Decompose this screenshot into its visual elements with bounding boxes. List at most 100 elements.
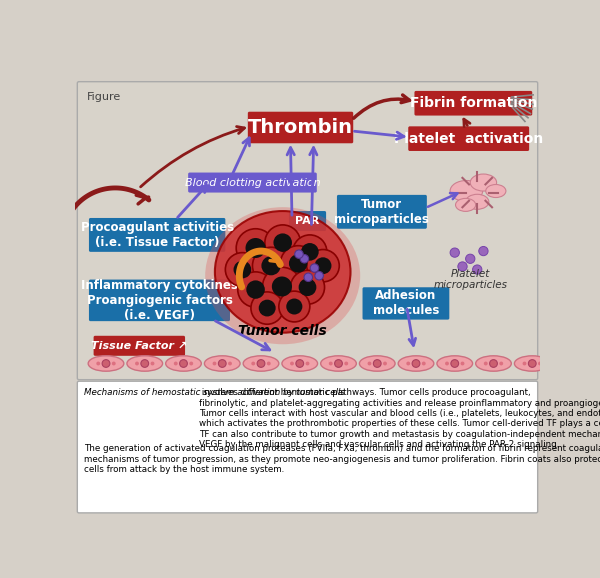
Circle shape xyxy=(112,362,116,365)
Ellipse shape xyxy=(476,356,511,371)
FancyBboxPatch shape xyxy=(337,195,427,229)
Ellipse shape xyxy=(514,356,550,371)
Ellipse shape xyxy=(320,356,356,371)
Circle shape xyxy=(289,254,307,273)
Circle shape xyxy=(245,238,266,258)
Circle shape xyxy=(466,254,475,264)
Circle shape xyxy=(315,272,323,280)
Text: Procoagulant activities
(i.e. Tissue Factor): Procoagulant activities (i.e. Tissue Fac… xyxy=(80,221,234,249)
Circle shape xyxy=(251,362,255,365)
Circle shape xyxy=(290,271,325,304)
Circle shape xyxy=(259,299,275,317)
Circle shape xyxy=(179,360,187,368)
Circle shape xyxy=(274,234,292,252)
Circle shape xyxy=(314,257,331,274)
Circle shape xyxy=(265,225,301,260)
Ellipse shape xyxy=(282,356,317,371)
Circle shape xyxy=(523,362,526,365)
Ellipse shape xyxy=(398,356,434,371)
Ellipse shape xyxy=(466,194,489,209)
Text: Platelet
microparticles: Platelet microparticles xyxy=(433,269,507,290)
Ellipse shape xyxy=(486,184,506,198)
Circle shape xyxy=(262,256,281,275)
Ellipse shape xyxy=(455,198,476,212)
FancyBboxPatch shape xyxy=(362,287,449,320)
Ellipse shape xyxy=(215,211,350,333)
Text: Tissue Factor ↗: Tissue Factor ↗ xyxy=(91,341,187,351)
Circle shape xyxy=(279,291,310,322)
Circle shape xyxy=(383,362,387,365)
Circle shape xyxy=(212,362,217,365)
Ellipse shape xyxy=(127,356,163,371)
Circle shape xyxy=(450,248,460,257)
Circle shape xyxy=(251,292,283,324)
Ellipse shape xyxy=(243,356,279,371)
Ellipse shape xyxy=(166,356,202,371)
Circle shape xyxy=(368,362,371,365)
Circle shape xyxy=(293,235,327,269)
FancyBboxPatch shape xyxy=(89,280,230,321)
Ellipse shape xyxy=(450,180,482,202)
Circle shape xyxy=(151,362,154,365)
Circle shape xyxy=(135,362,139,365)
Ellipse shape xyxy=(470,174,497,191)
Circle shape xyxy=(97,362,100,365)
Circle shape xyxy=(373,360,381,368)
Text: Tumor cells: Tumor cells xyxy=(238,324,327,338)
Circle shape xyxy=(233,261,251,279)
FancyBboxPatch shape xyxy=(248,112,353,143)
Circle shape xyxy=(236,229,275,267)
Circle shape xyxy=(412,360,420,368)
Circle shape xyxy=(458,262,467,271)
Text: Thrombin: Thrombin xyxy=(248,118,353,137)
FancyBboxPatch shape xyxy=(408,127,529,151)
Circle shape xyxy=(267,362,271,365)
Circle shape xyxy=(228,362,232,365)
Circle shape xyxy=(484,362,488,365)
Circle shape xyxy=(422,362,425,365)
Ellipse shape xyxy=(205,207,360,344)
Text: involves different hemostatic pathways. Tumor cells produce procoagulant,
fibrin: involves different hemostatic pathways. … xyxy=(199,388,600,449)
Circle shape xyxy=(461,362,464,365)
Circle shape xyxy=(272,276,292,297)
Text: Fibrin formation: Fibrin formation xyxy=(410,97,537,110)
FancyBboxPatch shape xyxy=(289,211,326,231)
Circle shape xyxy=(529,360,536,368)
FancyBboxPatch shape xyxy=(77,381,538,513)
FancyBboxPatch shape xyxy=(94,336,185,356)
Circle shape xyxy=(344,362,348,365)
Text: Mechanisms of hemostatic system activation by tumor cells: Mechanisms of hemostatic system activati… xyxy=(84,388,345,397)
Text: The generation of activated coagulation proteases (FVIIa, FXa, thrombin) and the: The generation of activated coagulation … xyxy=(84,444,600,474)
Circle shape xyxy=(499,362,503,365)
Circle shape xyxy=(263,267,301,306)
Text: Blood clotting activation: Blood clotting activation xyxy=(185,177,320,187)
Circle shape xyxy=(445,362,449,365)
Circle shape xyxy=(190,362,193,365)
Circle shape xyxy=(102,360,110,368)
Text: Adhesion
molecules: Adhesion molecules xyxy=(373,290,439,317)
Circle shape xyxy=(247,280,265,299)
Text: PAR: PAR xyxy=(295,216,320,226)
Circle shape xyxy=(280,246,316,281)
Circle shape xyxy=(295,250,303,258)
Circle shape xyxy=(238,272,274,307)
Ellipse shape xyxy=(359,356,395,371)
Circle shape xyxy=(304,273,313,281)
Ellipse shape xyxy=(88,356,124,371)
FancyBboxPatch shape xyxy=(188,173,317,192)
Circle shape xyxy=(299,279,316,296)
Circle shape xyxy=(257,360,265,368)
Circle shape xyxy=(218,360,226,368)
Circle shape xyxy=(296,360,304,368)
FancyBboxPatch shape xyxy=(89,218,226,252)
Circle shape xyxy=(305,362,310,365)
Ellipse shape xyxy=(437,356,473,371)
Circle shape xyxy=(141,360,149,368)
Text: Platelet  activation: Platelet activation xyxy=(394,132,544,146)
Circle shape xyxy=(307,250,339,282)
Circle shape xyxy=(253,247,290,284)
FancyBboxPatch shape xyxy=(415,91,532,116)
Circle shape xyxy=(473,265,482,274)
Circle shape xyxy=(406,362,410,365)
Ellipse shape xyxy=(205,356,240,371)
